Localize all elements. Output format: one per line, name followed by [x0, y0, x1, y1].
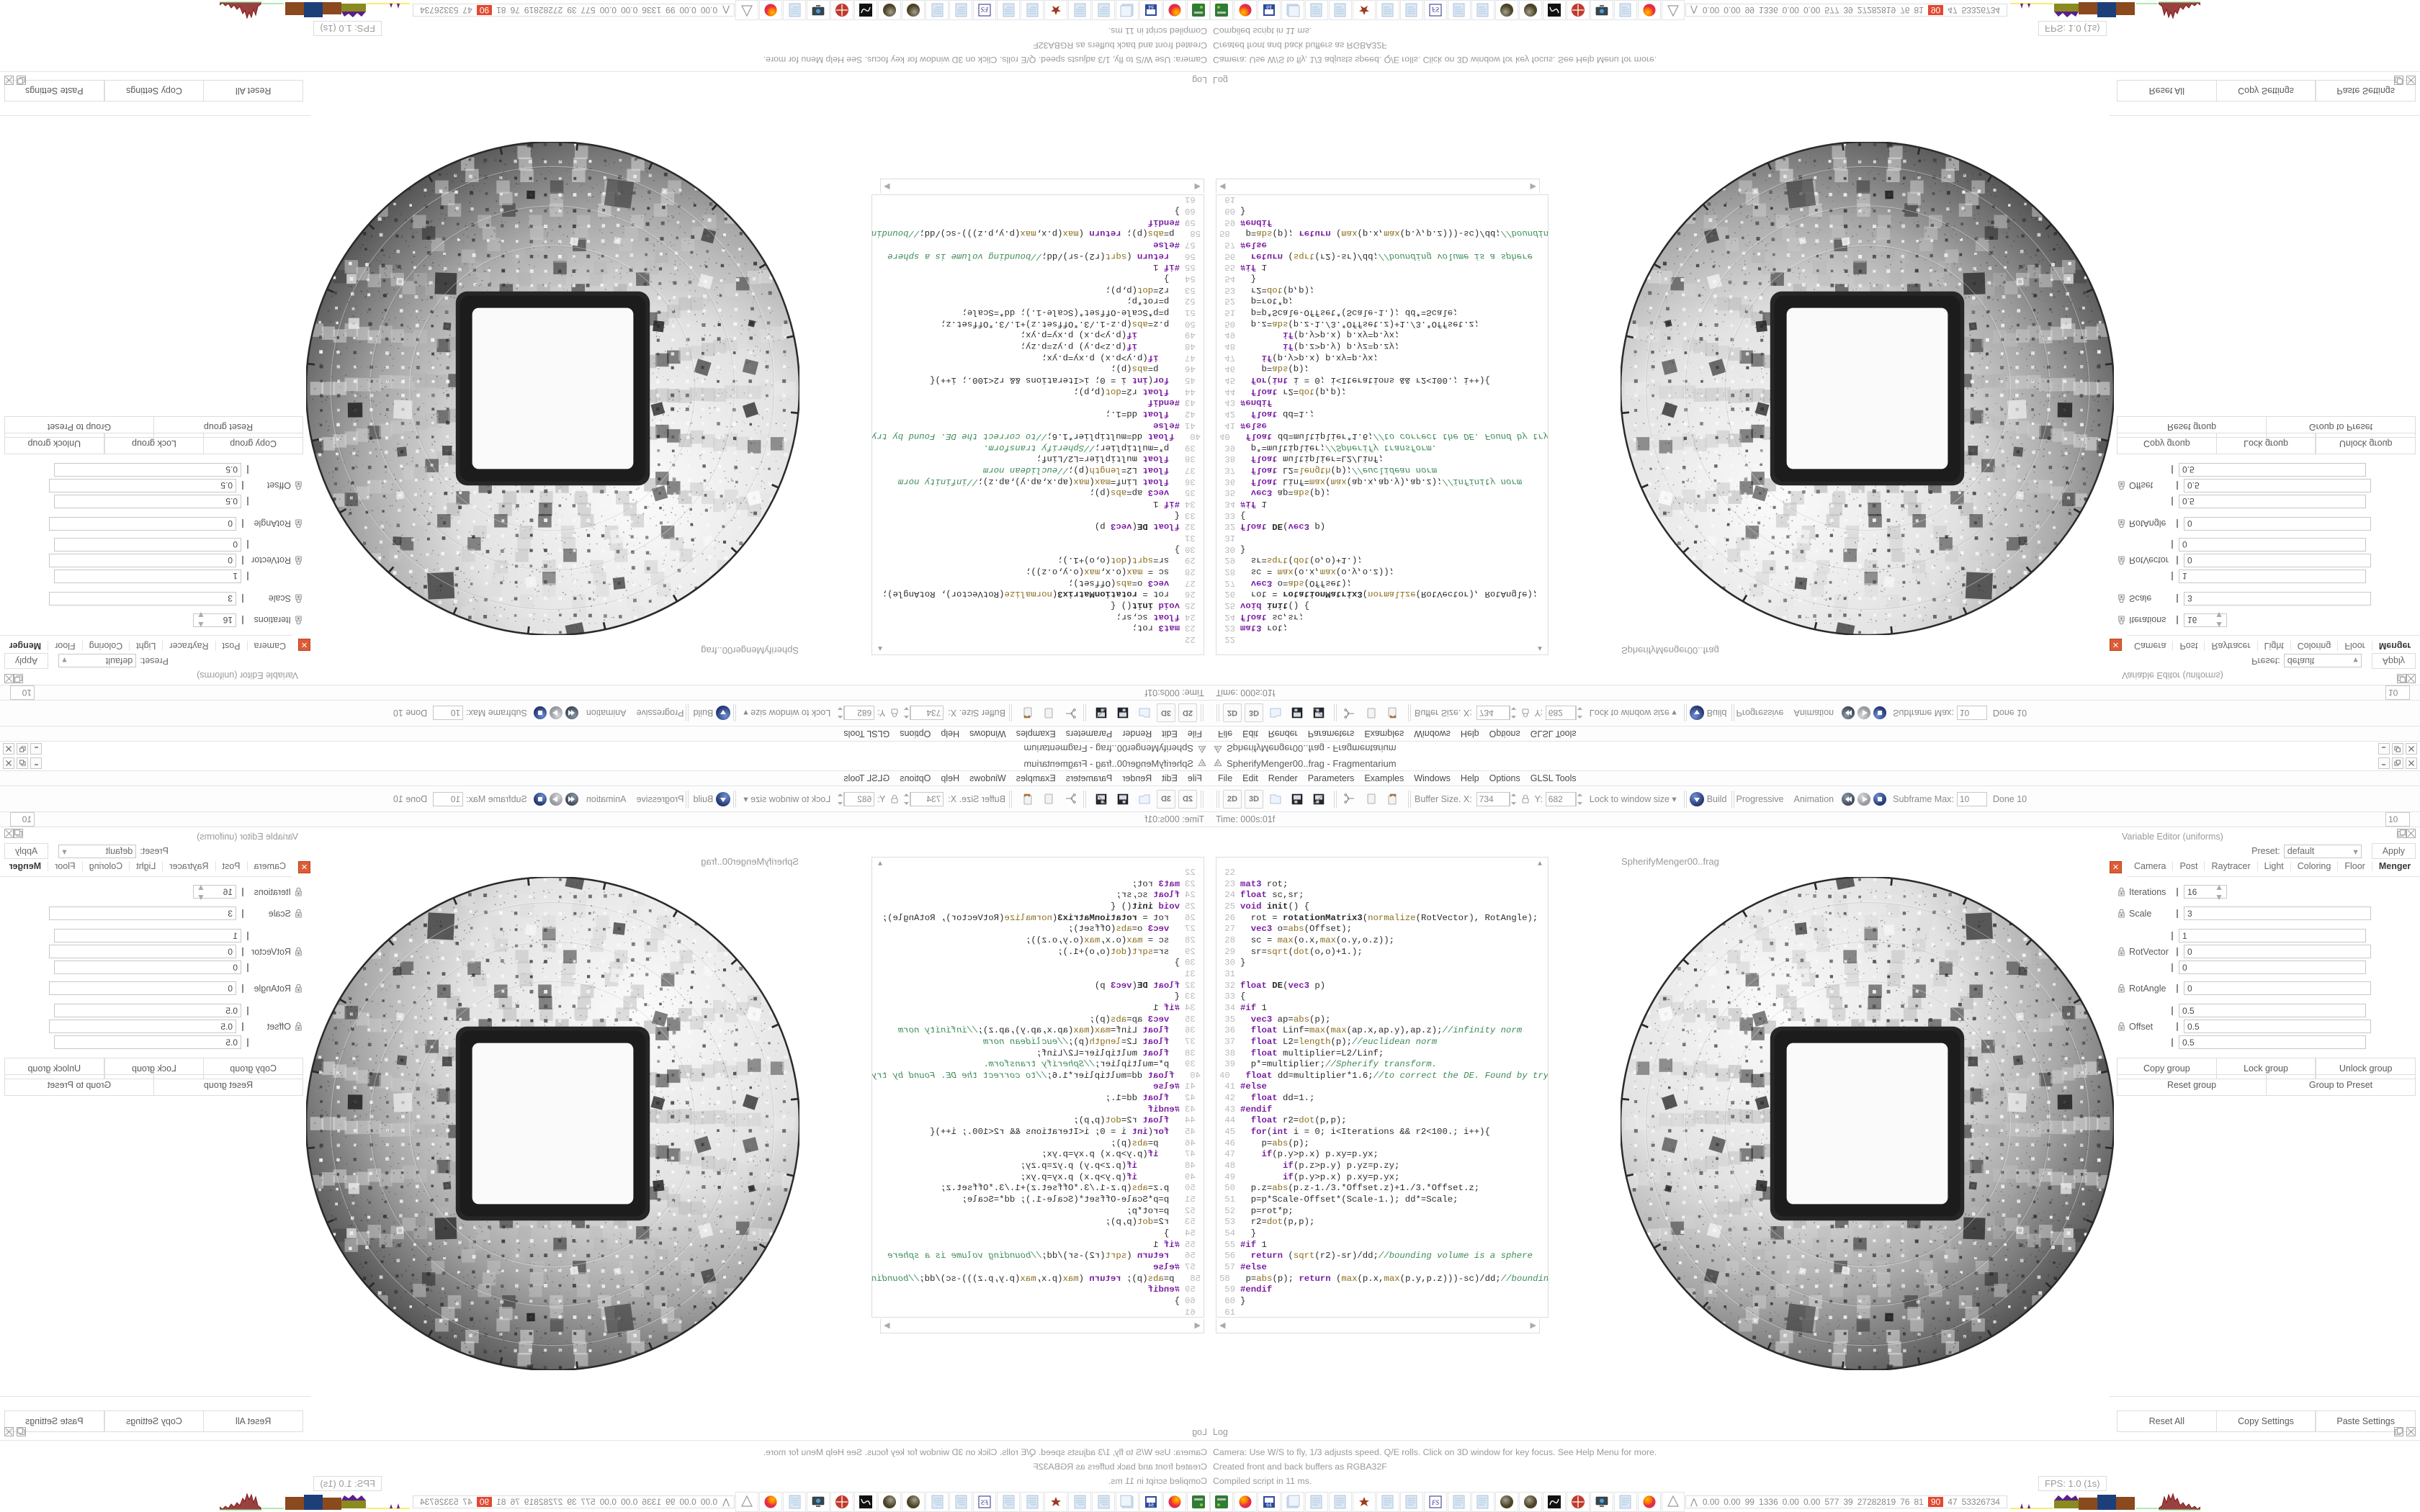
- svg-text:FS: FS: [981, 6, 989, 13]
- svg-text:64: 64: [1148, 4, 1154, 9]
